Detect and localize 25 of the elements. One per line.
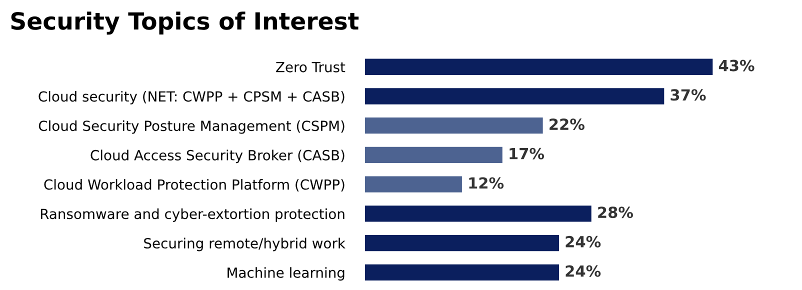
y-tick-label: Ransomware and cyber-extortion protection (40, 208, 344, 222)
y-tick-label: Cloud security (NET: CWPP + CPSM + CASB) (38, 90, 344, 104)
y-tick-label: Cloud Workload Protection Platform (CWPP) (44, 179, 344, 192)
data-label: 22% (550, 118, 584, 130)
chart-title: Security Topics of Interest (11, 12, 359, 35)
y-tick-label: Cloud Access Security Broker (CASB) (90, 150, 344, 164)
bar (364, 58, 713, 75)
data-label: 43% (718, 60, 754, 72)
bar (364, 118, 543, 134)
y-tick-label: Machine learning (228, 267, 344, 281)
bar (364, 234, 560, 252)
data-label: 17% (510, 148, 544, 160)
data-label: 12% (469, 177, 504, 189)
y-tick-label: Cloud Security Posture Management (CSPM) (38, 120, 344, 134)
bar (364, 146, 502, 164)
data-label: 24% (566, 265, 601, 277)
data-label: 37% (670, 89, 706, 101)
bar (364, 264, 560, 280)
y-tick-label: Zero Trust (276, 62, 346, 72)
data-label: 24% (566, 236, 601, 248)
y-tick-label: Securing remote/hybrid work (144, 238, 346, 252)
bar (364, 206, 592, 222)
bar (364, 88, 664, 104)
data-label: 28% (598, 206, 634, 218)
bar (364, 176, 462, 192)
